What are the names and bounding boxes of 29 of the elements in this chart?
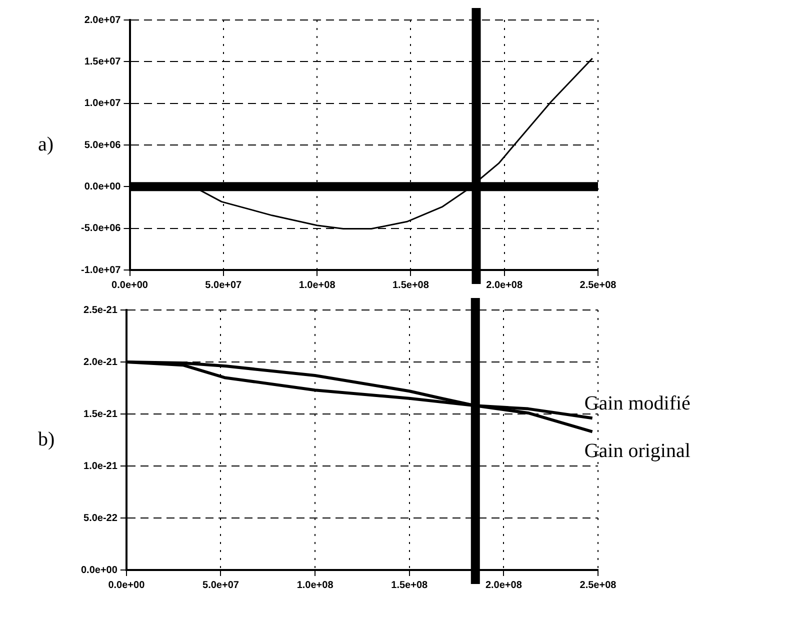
x-tick-label: 1.0e+08 — [296, 580, 334, 591]
x-tick-label: 2.0e+08 — [485, 580, 522, 591]
y-tick-label: -1.0e+07 — [80, 264, 122, 276]
text: a) — [38, 133, 54, 156]
y-tick-label: 2.0e-21 — [84, 356, 118, 368]
x-tick-label: 0.0e+00 — [108, 580, 146, 591]
x-tick-label: 2.5e+08 — [580, 280, 617, 291]
y-tick-label: 5.0e-22 — [84, 512, 118, 524]
y-tick-label: 1.5e-21 — [84, 408, 118, 420]
y-tick-label: 2.0e+07 — [84, 14, 122, 26]
x-tick-label: 1.0e+08 — [298, 280, 336, 291]
series-label: Gain original — [584, 440, 691, 462]
y-tick-label: 1.0e-21 — [84, 460, 118, 472]
y-tick-label: 0.0e+00 — [84, 181, 122, 192]
series-label: Gain modifié — [584, 392, 691, 414]
y-tick-label: 1.5e+07 — [84, 56, 122, 68]
x-tick-label: 1.5e+08 — [392, 280, 430, 291]
text: b) — [38, 428, 55, 450]
y-tick-label: 2.5e-21 — [84, 304, 118, 316]
x-tick-label: 2.0e+08 — [486, 280, 523, 291]
y-tick-label: 0.0e+00 — [80, 564, 118, 576]
x-tick-label: 2.5e+08 — [580, 580, 617, 591]
y-tick-label: -5.0e+06 — [80, 223, 122, 234]
x-tick-label: 1.5e+08 — [391, 580, 428, 591]
y-tick-label: 5.0e+06 — [84, 140, 122, 151]
x-tick-label: 0.0e+00 — [112, 280, 148, 291]
y-tick-label: 1.0e+07 — [84, 98, 122, 110]
x-tick-label: 5.0e+07 — [202, 580, 240, 591]
x-tick-label: 5.0e+07 — [205, 280, 242, 291]
